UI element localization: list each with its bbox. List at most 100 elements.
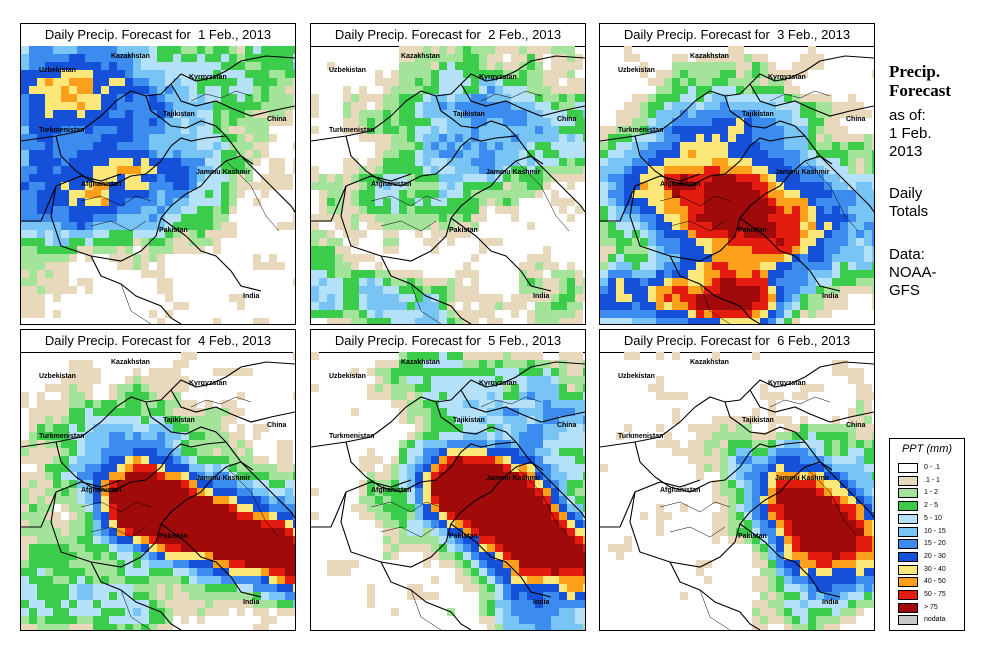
precip-cell: [511, 392, 519, 400]
precip-cell: [648, 302, 656, 310]
precip-cell: [455, 78, 463, 86]
precip-cell: [415, 520, 423, 528]
precip-cell: [29, 512, 37, 520]
precip-cell: [423, 278, 431, 286]
precip-cell: [447, 488, 455, 496]
precip-cell: [487, 504, 495, 512]
precip-cell: [503, 392, 511, 400]
precip-cell: [197, 46, 205, 54]
precip-cell: [125, 46, 133, 54]
precip-cell: [463, 384, 471, 392]
precip-cell: [527, 360, 535, 368]
precip-cell: [760, 310, 768, 318]
precip-cell: [455, 520, 463, 528]
precip-cell: [77, 384, 85, 392]
precip-cell: [37, 118, 45, 126]
precip-cell: [311, 270, 319, 278]
precip-cell: [375, 142, 383, 150]
precip-cell: [197, 62, 205, 70]
precip-cell: [455, 118, 463, 126]
precip-cell: [125, 142, 133, 150]
precip-cell: [125, 576, 133, 584]
precip-cell: [688, 62, 696, 70]
precip-cell: [632, 270, 640, 278]
precip-cell: [77, 464, 85, 472]
precip-cell: [197, 544, 205, 552]
precip-cell: [848, 230, 856, 238]
precip-cell: [583, 624, 585, 630]
precip-cell: [415, 126, 423, 134]
precip-cell: [792, 302, 800, 310]
precip-cell: [359, 118, 367, 126]
precip-cell: [447, 464, 455, 472]
precip-cell: [205, 150, 213, 158]
precip-cell: [519, 496, 527, 504]
precip-cell: [447, 286, 455, 294]
precip-cell: [495, 102, 503, 110]
precip-cell: [551, 496, 559, 504]
precip-cell: [543, 520, 551, 528]
precip-cell: [311, 310, 319, 318]
precip-cell: [53, 400, 61, 408]
precip-cell: [165, 400, 173, 408]
precip-cell: [672, 198, 680, 206]
precip-cell: [53, 118, 61, 126]
precip-cell: [157, 102, 165, 110]
country-borders: [21, 55, 295, 324]
precip-cell: [519, 102, 527, 110]
precip-cell: [720, 214, 728, 222]
precip-cell: [367, 488, 375, 496]
precip-cell: [61, 456, 69, 464]
precip-cell: [527, 150, 535, 158]
precip-cell: [776, 246, 784, 254]
precip-cell: [69, 368, 77, 376]
precip-cell: [487, 102, 495, 110]
precip-cell: [415, 46, 423, 54]
precip-cell: [463, 424, 471, 432]
precip-cell: [455, 70, 463, 78]
precip-cell: [85, 400, 93, 408]
country-borders: [311, 361, 585, 630]
precip-cell: [407, 318, 415, 324]
precip-cell: [864, 432, 872, 440]
precip-cell: [125, 480, 133, 488]
precip-cell: [495, 78, 503, 86]
precip-cell: [375, 496, 383, 504]
precip-cell: [503, 46, 511, 54]
precip-cell: [293, 552, 295, 560]
precip-cell: [447, 190, 455, 198]
precip-cell: [197, 440, 205, 448]
precip-cell: [407, 102, 415, 110]
precip-cell: [101, 416, 109, 424]
precip-cell: [69, 110, 77, 118]
border-line: [739, 217, 841, 292]
precip-cell: [149, 480, 157, 488]
precip-cell: [37, 416, 45, 424]
precip-cell: [487, 560, 495, 568]
precip-cell: [431, 310, 439, 318]
country-label: Turkmenistan: [329, 127, 374, 134]
precip-cell: [768, 94, 776, 102]
precip-cell: [487, 520, 495, 528]
precip-cell: [69, 432, 77, 440]
precip-cell: [335, 214, 343, 222]
precip-cell: [479, 150, 487, 158]
precip-cell: [784, 424, 792, 432]
precip-cell: [21, 294, 29, 302]
precip-cell: [21, 608, 29, 616]
precip-cell: [253, 472, 261, 480]
precip-cell: [45, 416, 53, 424]
precip-cell: [383, 480, 391, 488]
precip-cell: [277, 448, 285, 456]
precip-cell: [447, 198, 455, 206]
precip-cell: [744, 102, 752, 110]
precip-cell: [101, 488, 109, 496]
precip-cell: [431, 360, 439, 368]
country-label: Kyrgyzstan: [189, 380, 227, 387]
precip-cell: [551, 294, 559, 302]
precip-cell: [776, 432, 784, 440]
precip-cell: [133, 496, 141, 504]
precip-cell: [840, 368, 848, 376]
precip-cell: [415, 134, 423, 142]
precip-cell: [511, 368, 519, 376]
